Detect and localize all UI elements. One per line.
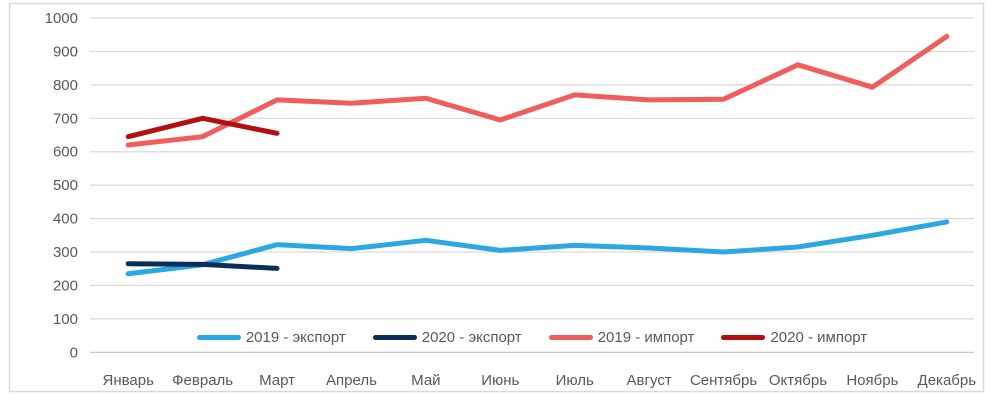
y-tick-label: 200 xyxy=(53,277,78,294)
y-tick-label: 1000 xyxy=(45,10,78,27)
x-tick-label: Сентябрь xyxy=(690,372,757,389)
series-line-2020-экспорт xyxy=(125,261,280,271)
x-tick-label: Январь xyxy=(102,372,154,389)
x-tick-label: Июль xyxy=(556,372,594,389)
series-line-2019-импорт xyxy=(125,33,950,148)
y-tick-label: 500 xyxy=(53,177,78,194)
y-tick-label: 400 xyxy=(53,211,78,228)
series-line-2020-импорт xyxy=(125,115,280,140)
x-tick-label: Декабрь xyxy=(918,372,977,389)
y-tick-label: 300 xyxy=(53,244,78,261)
x-tick-label: Март xyxy=(259,372,295,389)
x-tick-label: Октябрь xyxy=(769,372,827,389)
x-tick-label: Ноябрь xyxy=(846,372,898,389)
y-tick-label: 800 xyxy=(53,77,78,94)
y-tick-label: 700 xyxy=(53,110,78,127)
x-tick-label: Апрель xyxy=(326,372,377,389)
x-tick-label: Август xyxy=(627,372,672,389)
chart-border xyxy=(8,2,985,393)
y-tick-label: 600 xyxy=(53,144,78,161)
x-tick-label: Май xyxy=(411,372,440,389)
series-line-2019-экспорт xyxy=(125,219,950,277)
y-tick-label: 100 xyxy=(53,311,78,328)
y-tick-label: 900 xyxy=(53,43,78,60)
x-tick-label: Июнь xyxy=(481,372,519,389)
y-tick-label: 0 xyxy=(70,344,78,361)
x-tick-label: Февраль xyxy=(172,372,233,389)
